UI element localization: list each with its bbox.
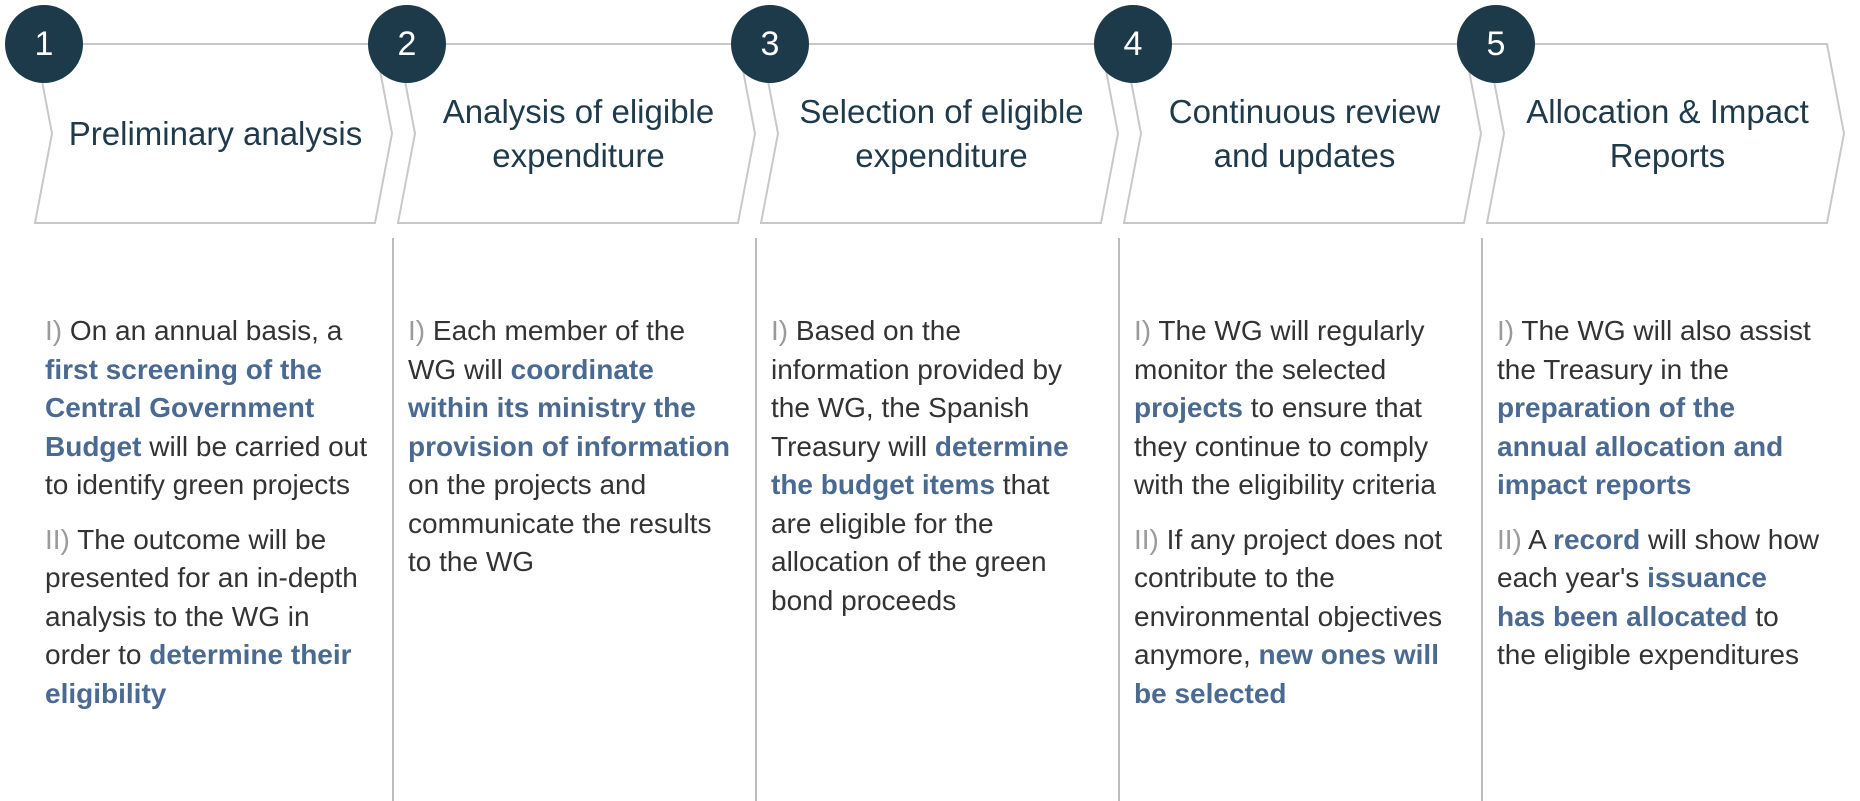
text: Based on the information provided by the…: [771, 315, 1063, 462]
step-title: Analysis of eligible expenditure: [442, 92, 715, 174]
step-number: 4: [1123, 24, 1143, 63]
paragraph: II) A record will show how each year's i…: [1497, 521, 1822, 675]
emphasis: preparation of the annual allocation and…: [1497, 392, 1784, 500]
step-number: 5: [1486, 24, 1506, 63]
paragraph: I) The WG will regularly monitor the sel…: [1134, 312, 1459, 505]
paragraph: II) The outcome will be presented for an…: [45, 521, 370, 714]
step-description: I) Based on the information provided by …: [771, 312, 1096, 636]
paragraph: I) Based on the information provided by …: [771, 312, 1096, 620]
numeral: I): [771, 315, 789, 346]
paragraph: II) If any project does not contribute t…: [1134, 521, 1459, 714]
text: will show how each year's: [1497, 523, 1820, 594]
step-circle: [5, 5, 83, 83]
step-description: I) On an annual basis, a first screening…: [45, 312, 370, 729]
step-description: I) Each member of the WG will coordinate…: [408, 312, 733, 598]
numeral: II): [1134, 523, 1159, 555]
step-number: 2: [397, 24, 417, 63]
emphasis: first screening of the Central Governmen…: [45, 353, 322, 462]
emphasis: projects: [1134, 392, 1243, 423]
emphasis: new ones will be selected: [1134, 639, 1439, 709]
paragraph: I) On an annual basis, a first screening…: [45, 312, 370, 505]
numeral: II): [45, 523, 70, 555]
paragraph: I) Each member of the WG will coordinate…: [408, 312, 733, 582]
text: The WG will also assist the Treasury in …: [1497, 315, 1811, 385]
text: on the projects and communicate the resu…: [408, 469, 712, 577]
step-circle: [368, 5, 446, 83]
paragraph: I) The WG will also assist the Treasury …: [1497, 312, 1822, 505]
step-description: I) The WG will also assist the Treasury …: [1497, 312, 1822, 691]
step-title: Preliminary analysis: [68, 114, 363, 152]
text: will be carried out to identify green pr…: [45, 430, 368, 501]
numeral: II): [1497, 523, 1522, 555]
numeral: I): [408, 315, 426, 346]
text: Each member of the WG will: [408, 315, 686, 385]
step-circle: [1094, 5, 1172, 83]
numeral: I): [1497, 315, 1515, 346]
emphasis: determine their eligibility: [45, 639, 352, 709]
step-circle: [731, 5, 809, 83]
step-number: 1: [34, 24, 54, 63]
step-circle: [1457, 5, 1535, 83]
step-description: I) The WG will regularly monitor the sel…: [1134, 312, 1459, 729]
text: If any project does not contribute to th…: [1134, 523, 1443, 671]
text: to ensure that they continue to comply w…: [1134, 392, 1436, 500]
emphasis: issuance has been allocated: [1497, 562, 1767, 632]
text: On an annual basis, a: [62, 315, 343, 346]
emphasis: record: [1553, 523, 1641, 555]
text: A: [1521, 523, 1554, 555]
chevron: [1485, 43, 1846, 224]
text: to the eligible expenditures: [1497, 600, 1799, 671]
text: that are eligible for the allocation of …: [771, 469, 1050, 616]
text: The outcome will be presented for an in-…: [45, 523, 358, 671]
text: The WG will regularly monitor the select…: [1134, 315, 1425, 385]
step-title: Selection of eligible expenditure: [799, 92, 1084, 174]
emphasis: determine the budget items: [771, 430, 1069, 501]
numeral: I): [45, 315, 63, 346]
numeral: I): [1134, 315, 1152, 346]
emphasis: coordinate within its ministry the provi…: [408, 353, 730, 462]
step-number: 3: [760, 24, 780, 63]
step-title: Continuous review and updates: [1168, 92, 1441, 174]
step-title: Allocation & Impact Reports: [1526, 92, 1809, 174]
